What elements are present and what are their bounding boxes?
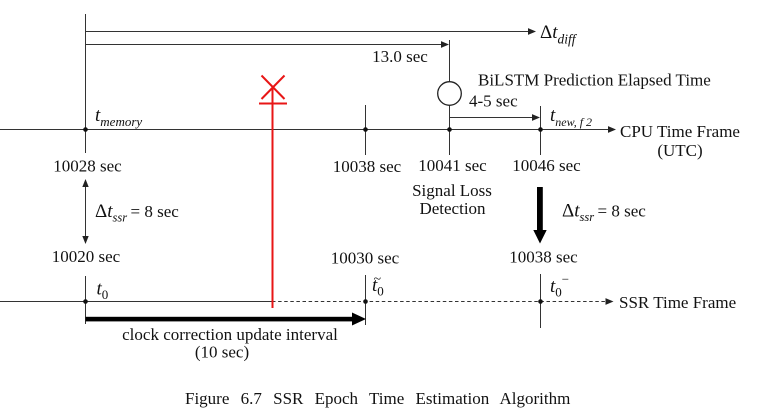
svg-text:Detection: Detection [419, 199, 486, 218]
svg-text:BiLSTM Prediction Elapsed Time: BiLSTM Prediction Elapsed Time [478, 71, 711, 90]
svg-text:10038 sec: 10038 sec [333, 157, 402, 176]
svg-text:10038 sec: 10038 sec [509, 248, 578, 267]
svg-text:10041 sec: 10041 sec [418, 156, 487, 175]
svg-text:~: ~ [374, 272, 382, 287]
svg-text:10046 sec: 10046 sec [512, 156, 581, 175]
svg-text:Δtdiff: Δtdiff [540, 22, 578, 47]
svg-text:10028 sec: 10028 sec [53, 157, 122, 176]
svg-text:10030 sec: 10030 sec [331, 249, 400, 268]
svg-text:Figure 6.7 SSR Epoch Time Esti: Figure 6.7 SSR Epoch Time Estimation Alg… [185, 389, 570, 408]
svg-text:t0−: t0− [550, 272, 569, 300]
svg-text:CPU Time Frame: CPU Time Frame [620, 122, 740, 141]
svg-text:(10 sec): (10 sec) [195, 343, 249, 362]
svg-text:Δtssr = 8 sec: Δtssr = 8 sec [95, 201, 179, 225]
svg-text:(UTC): (UTC) [657, 141, 702, 160]
svg-text:Signal Loss: Signal Loss [412, 181, 492, 200]
svg-text:t0: t0 [97, 279, 109, 303]
svg-text:clock correction update interv: clock correction update interval [122, 325, 338, 344]
svg-text:4-5 sec: 4-5 sec [469, 92, 518, 111]
svg-text:tmemory: tmemory [95, 105, 142, 129]
svg-text:t0: t0 [372, 275, 384, 299]
svg-text:13.0 sec: 13.0 sec [372, 47, 428, 66]
svg-text:10020 sec: 10020 sec [52, 247, 121, 266]
svg-text:tnew, f 2: tnew, f 2 [550, 105, 592, 129]
svg-text:SSR Time Frame: SSR Time Frame [619, 293, 736, 312]
svg-text:Δtssr = 8 sec: Δtssr = 8 sec [562, 201, 646, 225]
